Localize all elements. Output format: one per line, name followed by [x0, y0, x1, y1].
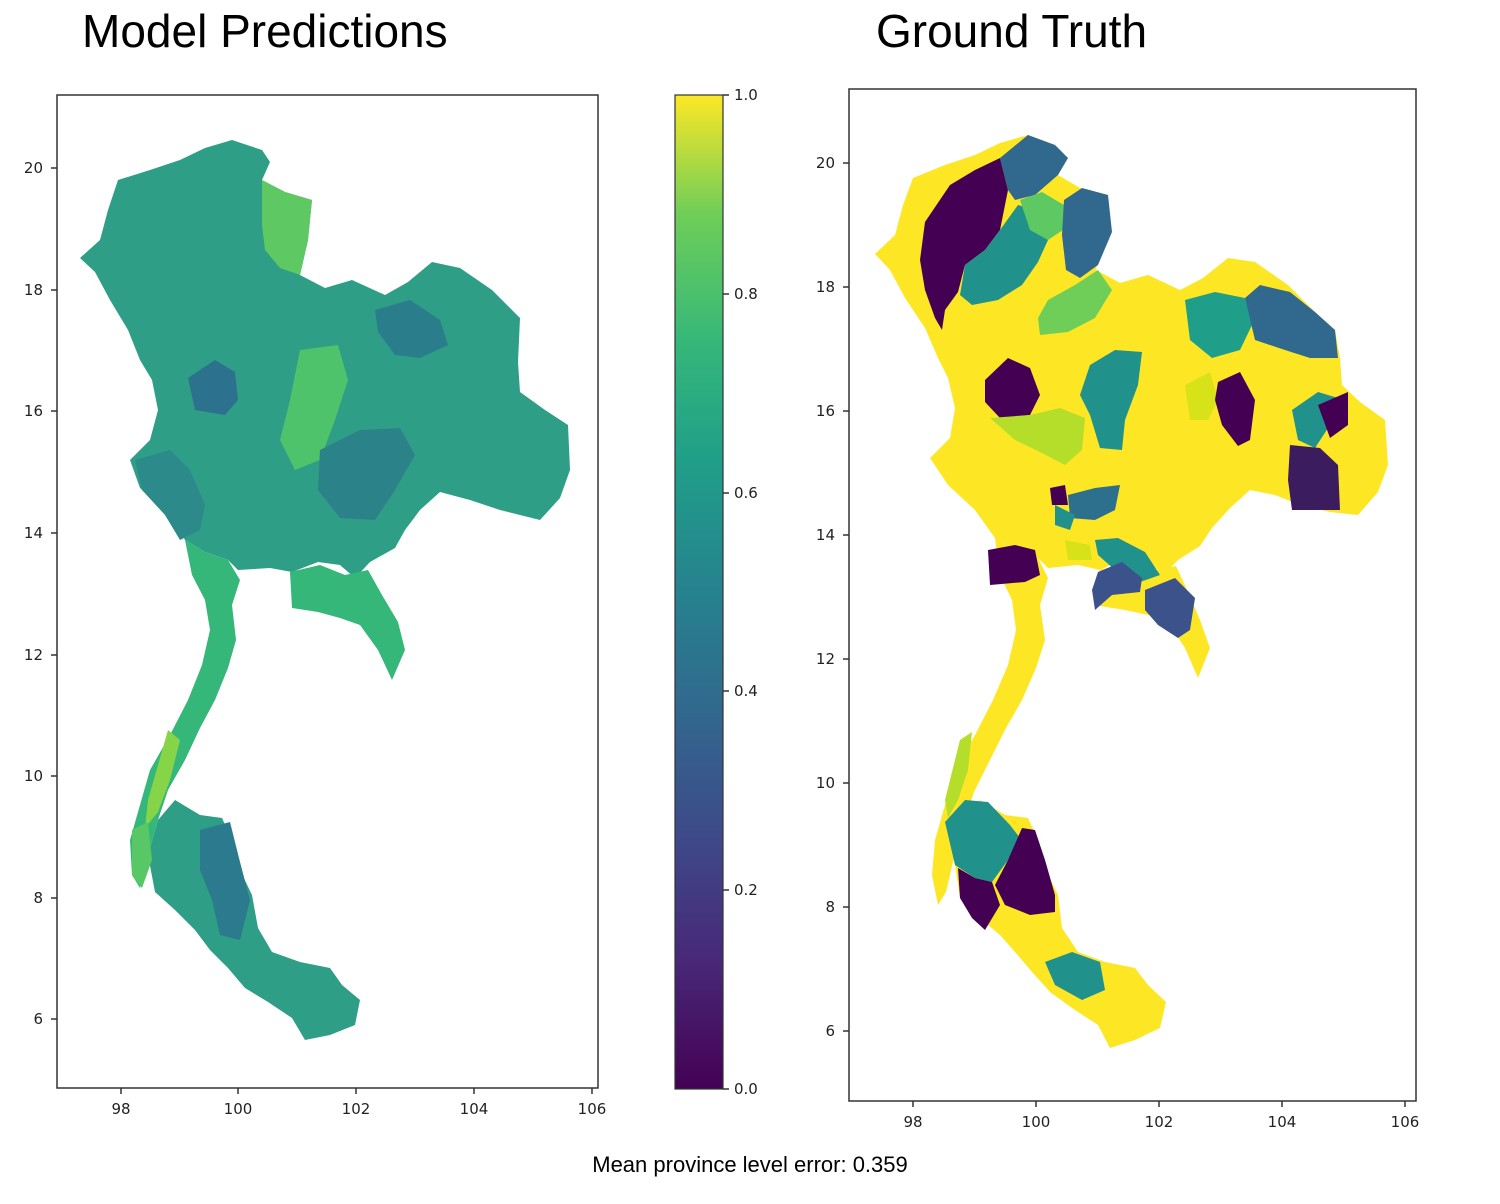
ground-truth-x-axis: 98 100 102 104 106	[903, 1101, 1419, 1131]
ground-truth-y-axis: 6 8 10 12 14 16 18 20	[816, 154, 849, 1040]
truth-province-purple-south-west	[958, 868, 1000, 930]
mean-error-caption: Mean province level error: 0.359	[592, 1152, 908, 1177]
ground-truth-y-tick: 8	[825, 898, 835, 916]
prediction-x-tick: 98	[111, 1100, 130, 1118]
colorbar-tick: 0.4	[734, 682, 758, 700]
colorbar-tick: 0.6	[734, 484, 758, 502]
prediction-x-tick: 102	[342, 1100, 371, 1118]
truth-province-blue-northeast	[1245, 285, 1338, 358]
ground-truth-y-tick: 12	[816, 650, 835, 668]
prediction-province-high-center	[280, 345, 348, 470]
prediction-province-low-west-2	[135, 450, 205, 540]
truth-province-green-north	[1020, 192, 1066, 240]
truth-province-purple-south	[995, 828, 1055, 915]
truth-province-purple-center-east	[1215, 372, 1255, 446]
truth-province-blue-east-coast	[1092, 562, 1142, 610]
ground-truth-y-tick: 20	[816, 154, 835, 172]
prediction-axes-frame	[56, 94, 599, 1089]
truth-province-teal-center-south	[1055, 505, 1075, 530]
ground-truth-x-tick: 104	[1268, 1113, 1297, 1131]
left-panel-title: Model Predictions	[82, 5, 448, 57]
colorbar	[674, 94, 724, 1090]
ground-truth-x-tick: 100	[1022, 1113, 1051, 1131]
truth-province-purple-small	[1050, 485, 1068, 505]
truth-province-lime-northeast	[1185, 372, 1218, 420]
truth-province-blue-north	[1000, 135, 1068, 200]
prediction-province-low-west	[188, 360, 238, 415]
prediction-region-south	[148, 800, 360, 1040]
truth-province-teal-deep-south	[1045, 952, 1105, 1000]
truth-province-teal-north	[960, 205, 1048, 305]
prediction-y-axis: 6 8 10 12 14 16 18 20	[24, 159, 57, 1028]
ground-truth-x-tick: 106	[1391, 1113, 1420, 1131]
colorbar-axis: 0.0 0.2 0.4 0.6 0.8 1.0	[723, 86, 758, 1098]
prediction-y-tick: 10	[24, 767, 43, 785]
prediction-y-tick: 18	[24, 281, 43, 299]
ground-truth-x-tick: 98	[903, 1113, 922, 1131]
ground-truth-axes-frame	[848, 88, 1417, 1102]
ground-truth-map	[875, 135, 1388, 1048]
truth-province-teal-east-coast	[1095, 538, 1160, 582]
prediction-y-tick: 16	[24, 402, 43, 420]
truth-province-purple-west	[988, 545, 1040, 585]
ground-truth-y-tick: 10	[816, 774, 835, 792]
right-panel-title: Ground Truth	[876, 5, 1148, 57]
truth-province-blue-northeast-north	[1062, 188, 1112, 278]
truth-province-teal-south	[945, 800, 1020, 882]
prediction-y-tick: 12	[24, 646, 43, 664]
ground-truth-x-tick: 102	[1145, 1113, 1174, 1131]
prediction-y-tick: 8	[33, 889, 43, 907]
truth-province-lime-center	[990, 408, 1085, 465]
prediction-x-axis: 98 100 102 104 106	[111, 1088, 606, 1118]
ground-truth-y-tick: 16	[816, 402, 835, 420]
truth-province-lime-center-south	[1065, 540, 1092, 560]
ground-truth-y-tick: 18	[816, 278, 835, 296]
truth-province-teal-northeast	[1185, 292, 1252, 358]
prediction-y-tick: 20	[24, 159, 43, 177]
truth-province-teal-center	[1080, 350, 1142, 450]
colorbar-tick: 0.8	[734, 285, 758, 303]
prediction-province-low-center	[318, 428, 415, 520]
colorbar-tick: 1.0	[734, 86, 758, 104]
prediction-x-tick: 106	[578, 1100, 607, 1118]
truth-province-green-center-north	[1038, 270, 1112, 335]
colorbar-tick: 0.0	[734, 1080, 758, 1098]
prediction-y-tick: 6	[33, 1010, 43, 1028]
prediction-x-tick: 104	[460, 1100, 489, 1118]
colorbar-tick: 0.2	[734, 881, 758, 899]
truth-province-purple-east	[1318, 392, 1348, 438]
prediction-province-high-island	[132, 822, 152, 888]
prediction-y-tick: 14	[24, 524, 43, 542]
prediction-province-high-north	[262, 180, 312, 275]
truth-province-blue-center	[1068, 485, 1120, 520]
truth-province-purple-southeast	[1288, 445, 1340, 510]
prediction-province-low-south	[200, 822, 250, 940]
ground-truth-y-tick: 14	[816, 526, 835, 544]
prediction-region-east	[290, 565, 405, 680]
truth-province-lime-coast	[945, 732, 972, 818]
prediction-x-tick: 100	[224, 1100, 253, 1118]
truth-province-purple-northwest	[920, 158, 1008, 330]
ground-truth-y-tick: 6	[825, 1022, 835, 1040]
prediction-province-high-coast	[145, 730, 180, 828]
prediction-map	[80, 140, 570, 1040]
truth-province-blue-southeast	[1145, 578, 1195, 638]
prediction-province-low-northeast	[375, 300, 448, 358]
truth-province-purple-center-west	[985, 358, 1040, 418]
